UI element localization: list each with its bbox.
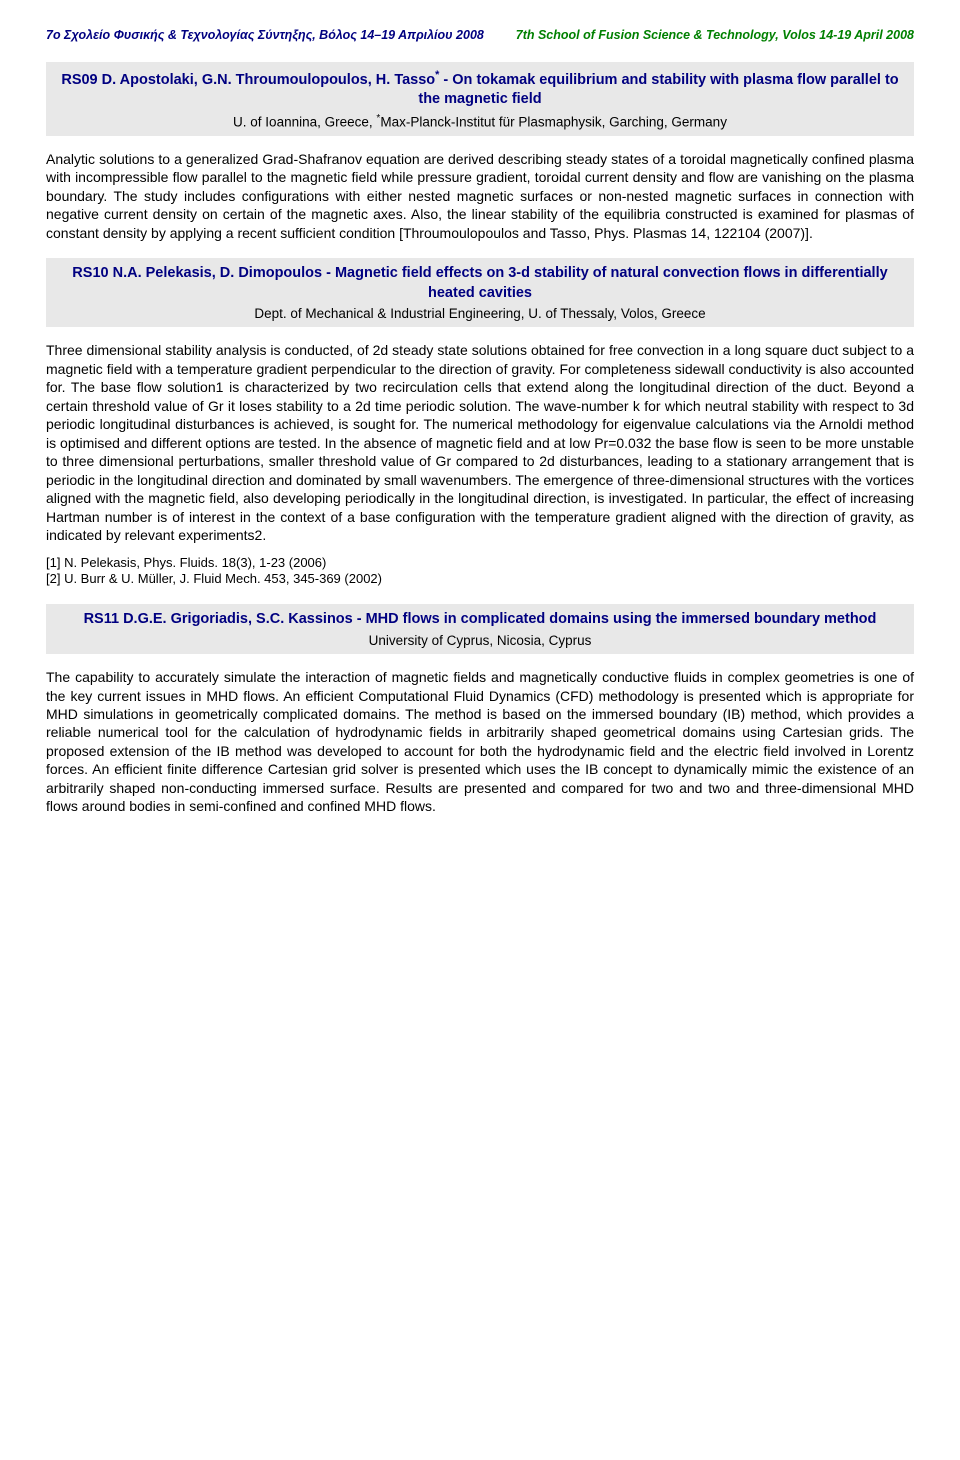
rs10-references: [1] N. Pelekasis, Phys. Fluids. 18(3), 1… — [46, 555, 914, 589]
rs10-title-block: RS10 N.A. Pelekasis, D. Dimopoulos - Mag… — [46, 258, 914, 327]
rs11-title-block: RS11 D.G.E. Grigoriadis, S.C. Kassinos -… — [46, 604, 914, 654]
rs10-ref-1: [1] N. Pelekasis, Phys. Fluids. 18(3), 1… — [46, 555, 914, 572]
header-left-greek: 7ο Σχολείο Φυσικής & Τεχνολογίας Σύντηξη… — [46, 28, 484, 42]
rs10-affiliation: Dept. of Mechanical & Industrial Enginee… — [54, 305, 906, 323]
running-header: 7ο Σχολείο Φυσικής & Τεχνολογίας Σύντηξη… — [46, 28, 914, 42]
rs11-abstract-body: The capability to accurately simulate th… — [46, 668, 914, 816]
rs11-affiliation: University of Cyprus, Nicosia, Cyprus — [54, 632, 906, 650]
rs09-title: RS09 D. Apostolaki, G.N. Throumoulopoulo… — [54, 68, 906, 110]
rs10-title: RS10 N.A. Pelekasis, D. Dimopoulos - Mag… — [54, 264, 906, 303]
rs10-abstract-body: Three dimensional stability analysis is … — [46, 341, 914, 544]
rs09-abstract-body: Analytic solutions to a generalized Grad… — [46, 150, 914, 242]
rs10-ref-2: [2] U. Burr & U. Müller, J. Fluid Mech. … — [46, 571, 914, 588]
rs09-affiliation: U. of Ioannina, Greece, *Max-Planck-Inst… — [54, 112, 906, 132]
page: 7ο Σχολείο Φυσικής & Τεχνολογίας Σύντηξη… — [0, 0, 960, 856]
rs11-title: RS11 D.G.E. Grigoriadis, S.C. Kassinos -… — [54, 610, 906, 630]
header-right-english: 7th School of Fusion Science & Technolog… — [516, 28, 914, 42]
rs09-title-block: RS09 D. Apostolaki, G.N. Throumoulopoulo… — [46, 62, 914, 136]
